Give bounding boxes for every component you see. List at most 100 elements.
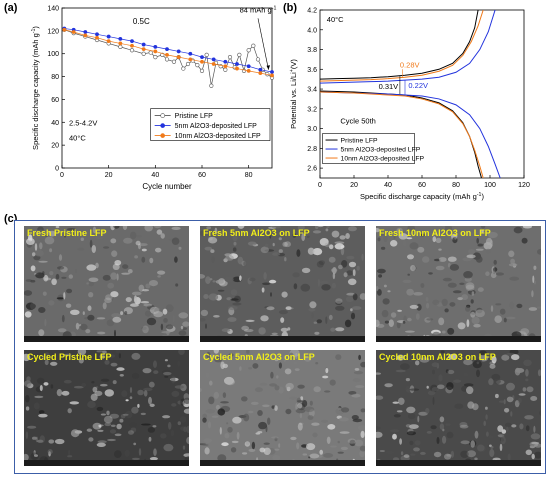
sem-grain [463,372,469,377]
sem-grain [204,246,213,251]
sem-grain [300,396,304,401]
sem-grain [295,408,306,414]
sem-grain [479,350,487,356]
sem-grain [477,358,483,363]
chart-a-point-1 [235,62,239,66]
sem-grain [326,436,331,444]
sem-grain [111,250,118,257]
sem-grain [306,443,316,451]
sem-grain [205,372,210,379]
sem-grain [525,378,529,382]
sem-grain [267,417,271,425]
sem-grain [61,314,65,323]
sem-grain [104,389,115,397]
sem-grain [317,226,324,228]
sem-grain [147,427,156,433]
sem-grain [44,236,55,245]
sem-grain [81,382,86,388]
sem-grain [297,422,303,431]
sem-grain [462,257,472,262]
sem-grain [110,272,118,280]
sem-grain [225,378,236,386]
sem-grain [386,278,392,285]
sem-grain [389,429,400,433]
sem-grain [531,441,540,445]
sem-grain [174,385,184,389]
sem-grain [476,369,480,378]
sem-grain [143,387,153,392]
chart-a-point-2 [153,49,158,54]
sem-grain [432,236,437,243]
sem-grain [328,244,334,250]
sem-grain [55,226,60,229]
sem-grain [388,319,394,327]
sem-grain [463,359,473,366]
sem-grain [345,296,354,303]
sem-grain [99,353,105,360]
sem-grain [480,226,486,229]
sem-grain [290,436,297,441]
sem-grain [295,352,298,360]
sem-grain [493,267,498,272]
sem-grain [477,287,484,292]
sem-grain [444,308,449,313]
sem-grain [435,237,442,244]
sem-grain [308,307,316,312]
sem-grain [177,421,181,426]
sem-grain [325,367,329,374]
sem-grain [146,317,157,326]
sem-grain [206,351,211,359]
chart-a-point-pristine [251,43,256,48]
sem-grain [426,318,434,321]
chart-a-point-2 [130,43,134,48]
sem-grain [467,401,475,409]
sem-grain [233,295,241,303]
sem-grain [376,395,384,400]
sem-grain [39,242,43,250]
sem-grain [316,319,322,324]
sem-grain [413,447,420,452]
sem-grain [442,435,447,444]
sem-grain [65,303,72,308]
sem-grain [438,257,447,262]
sem-grain [278,310,288,315]
sem-grain [325,316,328,324]
chart-b-y-tick-label: 4.0 [307,27,317,34]
sem-grain [104,422,112,427]
chart-b-y-tick-label: 3.2 [307,106,317,113]
sem-grain [473,323,481,328]
sem-grain [233,241,237,246]
sem-grain [39,435,45,443]
chart-a-point-1 [188,51,193,56]
sem-grain [428,272,433,275]
sem-grain [409,440,414,446]
sem-grain [183,426,188,433]
sem-grain [376,228,380,233]
sem-grain [508,263,518,267]
sem-grain [402,320,406,324]
sem-grain [447,256,457,262]
sem-grain [141,256,146,263]
sem-grain [227,317,237,322]
sem-grain [346,255,355,260]
sem-grain [399,438,402,445]
sem-grain [110,362,118,367]
sem-grain [54,438,65,445]
chart-b-y-tick-label: 3.0 [307,126,317,133]
sem-grain [282,241,288,247]
sem-grain [230,447,237,453]
sem-grain [360,361,365,368]
sem-grain [377,268,386,274]
sem-grain [463,383,474,387]
sem-grain [57,328,67,333]
sem-grain [485,414,488,420]
chart-a-y-tick-label: 80 [51,74,59,81]
chart-a-point-1 [246,64,251,69]
sem-grain [337,440,340,444]
sem-grain [148,381,155,388]
sem-grain [96,317,106,320]
sem-grain [278,237,282,241]
sem-grain [61,390,70,396]
sem-grain [511,354,520,361]
chart-a-point-pristine [164,57,170,62]
